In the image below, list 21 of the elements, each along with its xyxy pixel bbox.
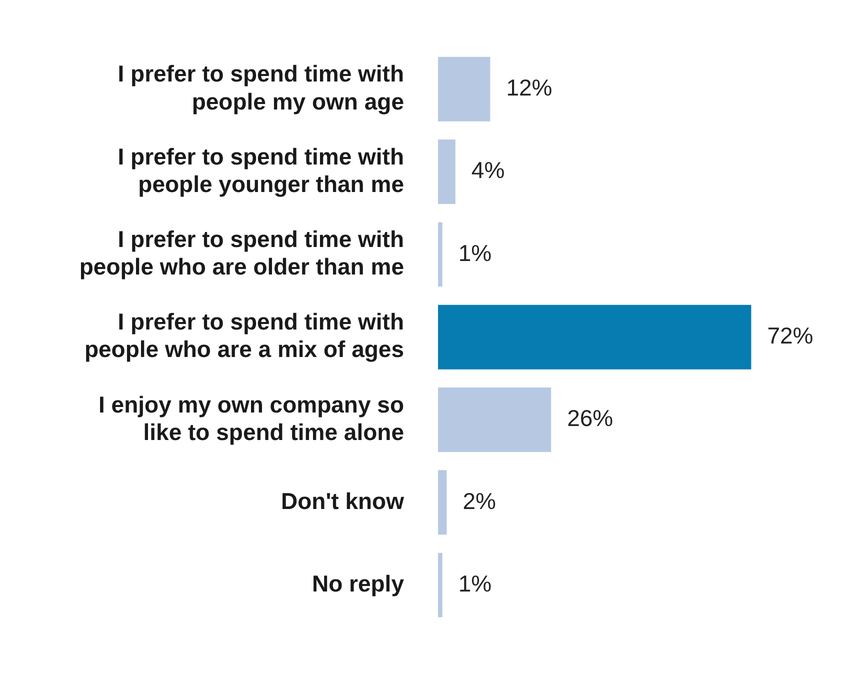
y-tick-label: No reply xyxy=(312,570,404,596)
y-tick-label: Don't know xyxy=(280,488,404,514)
bar xyxy=(438,552,442,618)
data-label: 12% xyxy=(506,74,552,100)
y-tick-label: I prefer to spend time with people younger than me xyxy=(118,143,404,197)
y-tick-label: I prefer to spend time with people who are a mix of ages xyxy=(84,308,404,362)
y-tick-label: I enjoy my own company so like to spend time alone xyxy=(98,391,404,445)
bar xyxy=(438,222,442,287)
data-label: 1% xyxy=(458,570,492,596)
data-label: 72% xyxy=(767,322,814,348)
y-tick-label: I prefer to spend time with people who are older than me xyxy=(79,226,404,280)
data-label: 26% xyxy=(567,405,614,432)
data-label: 2% xyxy=(462,488,496,514)
bar xyxy=(438,470,447,535)
bar xyxy=(438,56,490,122)
bar xyxy=(438,304,752,370)
y-tick-label: I prefer to spend time with people my own age xyxy=(118,60,404,114)
bar xyxy=(438,388,552,452)
bar xyxy=(438,140,456,204)
data-label: 4% xyxy=(471,157,505,184)
data-label: 1% xyxy=(458,240,492,266)
